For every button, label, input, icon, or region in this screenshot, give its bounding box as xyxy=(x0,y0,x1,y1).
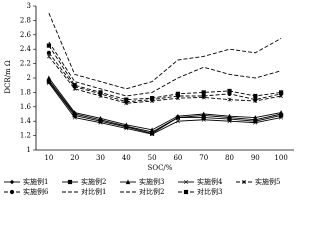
data-point xyxy=(72,110,77,115)
data-point xyxy=(278,110,284,115)
data-point xyxy=(201,90,206,95)
x-axis-label: SOC/% xyxy=(148,164,173,172)
x-tick-label: 10 xyxy=(44,154,53,162)
legend-marker xyxy=(67,179,73,185)
data-point xyxy=(124,97,129,102)
chart: SOC/% DCR/m Ω 1 1.2 1.4 1.6 1.8 2 2.2 2.4 2.6 2.8… xyxy=(4,2,294,196)
legend-label: 实施例6 xyxy=(23,187,49,196)
y-tick-label: 2.6 xyxy=(20,31,32,39)
data-point xyxy=(72,83,77,88)
data-point xyxy=(124,126,129,131)
legend-marker xyxy=(9,179,15,185)
x-tick-label: 90 xyxy=(251,154,260,162)
y-tick-label: 2.2 xyxy=(20,60,31,68)
legend-label: 实施例2 xyxy=(81,177,106,186)
legend-marker xyxy=(183,179,189,185)
data-point xyxy=(46,75,52,81)
data-point xyxy=(149,127,155,132)
data-point xyxy=(201,93,206,99)
legend-marker xyxy=(125,179,131,185)
data-point xyxy=(201,111,206,117)
data-point xyxy=(253,97,258,102)
data-point xyxy=(150,132,155,137)
data-point xyxy=(175,91,181,96)
series-line xyxy=(48,13,282,90)
x-tick-label: 60 xyxy=(173,154,182,162)
series-line xyxy=(48,56,282,104)
data-point xyxy=(124,122,129,127)
data-point xyxy=(227,113,232,119)
data-point xyxy=(227,97,232,102)
data-point xyxy=(227,88,232,94)
series-line xyxy=(48,52,282,103)
y-tick-label: 1.6 xyxy=(20,103,32,111)
data-point xyxy=(227,119,232,124)
data-point xyxy=(201,117,206,122)
legend-label: 对比例1 xyxy=(81,187,106,196)
data-point xyxy=(46,50,52,55)
data-point xyxy=(278,90,284,95)
series-line xyxy=(48,81,282,134)
x-tick-label: 50 xyxy=(148,154,157,162)
data-point xyxy=(46,81,51,86)
x-tick-label: 100 xyxy=(274,154,287,162)
series-line xyxy=(48,41,282,97)
legend-label: 实施例3 xyxy=(139,177,164,186)
data-point xyxy=(253,93,258,99)
data-point xyxy=(98,120,103,125)
y-tick-label: 1 xyxy=(27,146,31,154)
series-line xyxy=(48,79,282,133)
x-tick-label: 70 xyxy=(199,154,208,162)
data-point xyxy=(253,120,258,125)
data-point xyxy=(46,54,51,59)
legend-marker xyxy=(9,189,15,195)
series-line xyxy=(48,82,282,135)
data-point xyxy=(253,115,258,120)
legend-marker xyxy=(183,189,189,195)
legend-label: 实施例5 xyxy=(255,177,280,186)
data-point xyxy=(72,115,77,120)
y-tick-label: 2.4 xyxy=(20,45,32,53)
x-tick-label: 40 xyxy=(122,154,131,162)
data-point xyxy=(46,43,51,48)
y-tick-label: 2 xyxy=(27,74,31,82)
data-point xyxy=(175,119,180,124)
x-tick-label: 20 xyxy=(70,154,79,162)
series-line xyxy=(48,45,282,101)
y-axis-label: DCR/m Ω xyxy=(4,60,12,93)
series-line xyxy=(48,77,282,131)
legend-label: 对比例2 xyxy=(139,187,164,196)
y-tick-label: 3 xyxy=(27,2,31,10)
x-tick-label: 80 xyxy=(225,154,234,162)
legend-label: 实施例1 xyxy=(23,177,48,186)
x-tick-label: 30 xyxy=(96,154,105,162)
y-tick-label: 1.8 xyxy=(20,88,31,96)
data-point xyxy=(98,115,103,121)
data-point xyxy=(98,90,103,95)
legend-label: 对比例3 xyxy=(197,187,222,196)
legend-marker xyxy=(241,179,247,185)
data-point xyxy=(175,113,181,119)
legend-label: 实施例4 xyxy=(197,177,223,186)
y-tick-label: 2.8 xyxy=(20,16,31,24)
y-tick-label: 1.4 xyxy=(20,117,32,125)
y-tick-label: 1.2 xyxy=(20,132,31,140)
data-point xyxy=(150,96,155,101)
data-point xyxy=(279,115,284,120)
